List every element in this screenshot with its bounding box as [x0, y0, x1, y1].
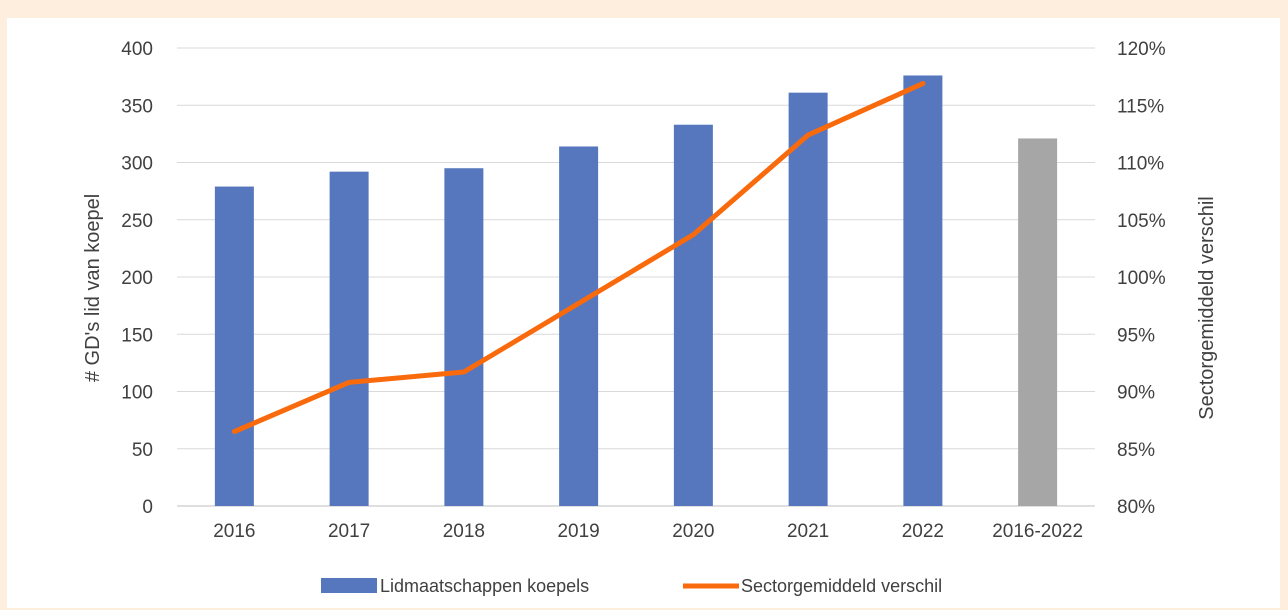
y-tick-label: 50	[132, 440, 153, 461]
y-right-tick-label: 90%	[1117, 383, 1155, 404]
bar	[903, 75, 943, 507]
bar	[673, 124, 713, 506]
y-right-tick-label: 120%	[1117, 39, 1166, 60]
x-tick-label: 2020	[672, 521, 714, 542]
y-tick-label: 100	[121, 383, 153, 404]
x-tick-label: 2016-2022	[992, 521, 1083, 542]
y-tick-label: 400	[121, 39, 153, 60]
bar	[559, 146, 599, 506]
y-tick-label: 350	[121, 96, 153, 117]
bar	[329, 171, 369, 506]
y-tick-label: 150	[121, 325, 153, 346]
y-axis-right-ticks: 80% 85% 90% 95% 100% 105% 110% 115% 120%	[1117, 39, 1166, 518]
x-tick-label: 2022	[902, 521, 944, 542]
y-tick-label: 200	[121, 268, 153, 289]
y-right-tick-label: 95%	[1117, 325, 1155, 346]
y-tick-label: 250	[121, 211, 153, 232]
y-right-tick-label: 115%	[1117, 96, 1164, 117]
y-right-tick-label: 110%	[1117, 154, 1164, 175]
y-right-tick-label: 100%	[1117, 268, 1166, 289]
x-axis-ticks: 2016 2017 2018 2019 2020 2021 2022 2016-2022	[213, 521, 1083, 542]
bars	[214, 75, 1058, 507]
y-right-tick-label: 80%	[1117, 497, 1155, 518]
x-tick-label: 2016	[213, 521, 255, 542]
legend-swatch-bars	[321, 578, 377, 593]
x-tick-label: 2021	[787, 521, 829, 542]
bar	[1018, 138, 1058, 506]
gridlines	[177, 47, 1095, 507]
bar	[214, 186, 254, 507]
line-series	[231, 80, 926, 435]
y-tick-label: 300	[121, 154, 153, 175]
combo-chart: 0 50 100 150 200 250 300 350 400 80% 85% 90% 95% 100…	[82, 39, 1218, 596]
line-sectorgemiddeld	[231, 80, 926, 435]
y-axis-title-right: Sectorgemiddeld verschil	[1196, 196, 1218, 419]
bar	[788, 92, 828, 506]
x-tick-label: 2018	[443, 521, 485, 542]
y-right-tick-label: 105%	[1117, 211, 1166, 232]
legend: Lidmaatschappen koepels Sectorgemiddeld …	[321, 576, 942, 596]
legend-label-line: Sectorgemiddeld verschil	[741, 576, 942, 596]
y-axis-left-ticks: 0 50 100 150 200 250 300 350 400	[121, 39, 153, 518]
y-tick-label: 0	[142, 497, 153, 518]
chart-area: 0 50 100 150 200 250 300 350 400 80% 85% 90% 95% 100…	[7, 18, 1280, 608]
y-right-tick-label: 85%	[1117, 440, 1155, 461]
bar	[444, 168, 484, 506]
legend-label-bars: Lidmaatschappen koepels	[380, 576, 589, 596]
x-tick-label: 2017	[328, 521, 370, 542]
x-tick-label: 2019	[557, 521, 599, 542]
y-axis-title-left: # GD's lid van koepel	[82, 194, 104, 382]
